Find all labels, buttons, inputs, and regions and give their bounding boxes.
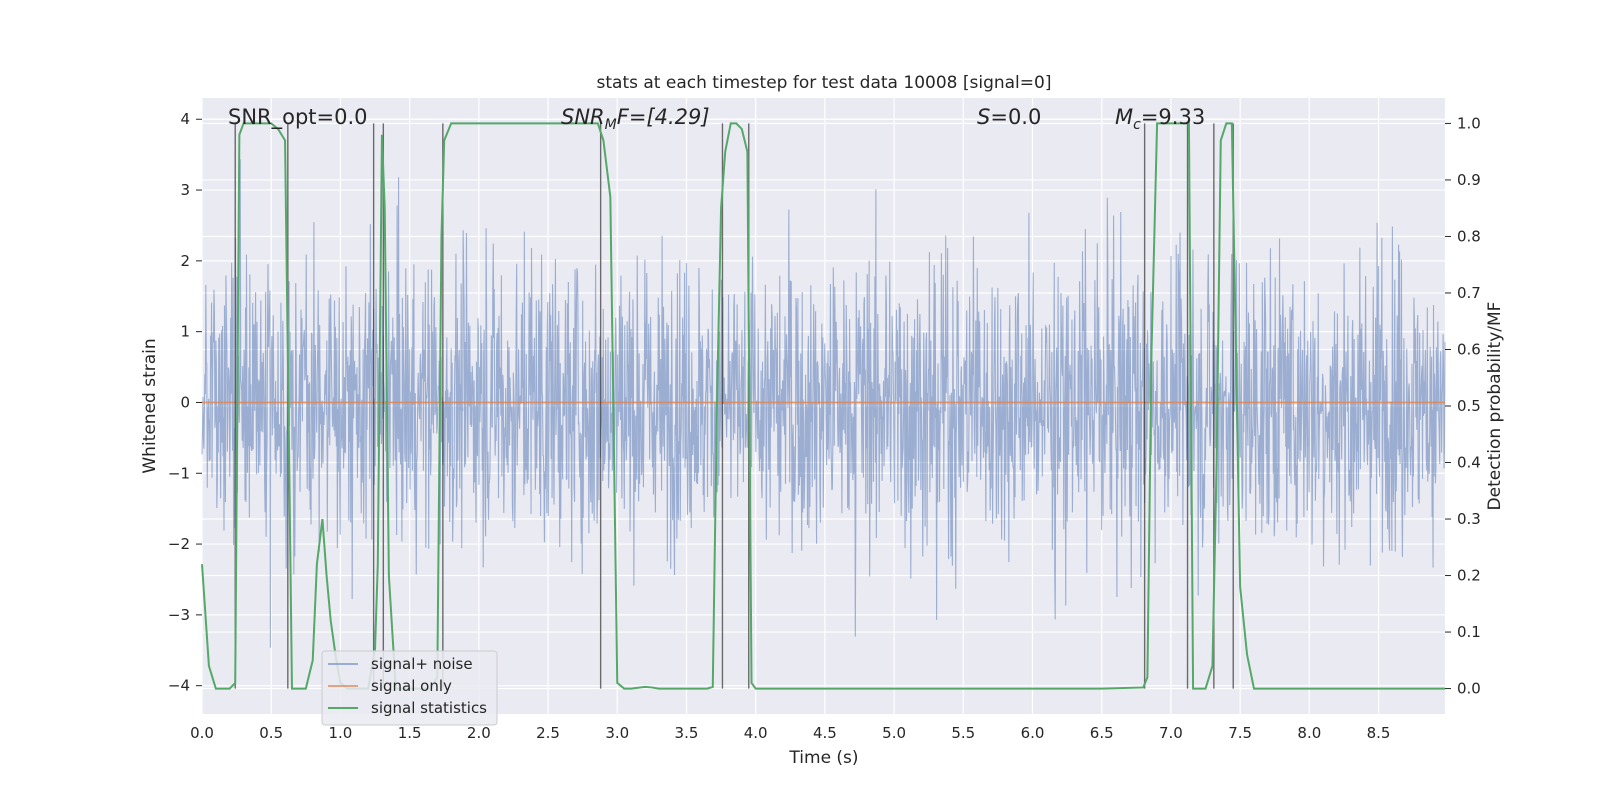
right-y-axis-label: Detection probability/MF: [1485, 302, 1505, 511]
legend-label-signal-only: signal only: [371, 677, 452, 695]
left-y-axis-ticks: −4 −3 −2 −1 0 1 2 3 4: [168, 110, 202, 695]
left-y-tick-label: 2: [180, 252, 190, 270]
legend: signal+ noise signal only signal statist…: [321, 650, 498, 726]
x-tick-label: 2.5: [536, 724, 560, 742]
annotation-s: S=0.0: [977, 105, 1041, 129]
annotation-mc-rest: =9.33: [1141, 105, 1205, 129]
x-tick-label: 0.5: [259, 724, 283, 742]
legend-label-signal-plus-noise: signal+ noise: [371, 655, 473, 673]
x-tick-label: 6.0: [1021, 724, 1045, 742]
legend-box: [321, 650, 498, 726]
annotation-snr-opt: SNR_opt=0.0: [228, 105, 368, 130]
annotation-mc: Mc=9.33: [1115, 105, 1205, 133]
left-y-tick-label: 3: [180, 181, 190, 199]
x-tick-label: 3.0: [605, 724, 629, 742]
right-y-tick-label: 0.7: [1457, 284, 1481, 302]
left-y-tick-label: −3: [168, 606, 190, 624]
x-tick-label: 7.5: [1228, 724, 1252, 742]
annotation-mc-base: M: [1115, 105, 1133, 129]
left-y-tick-label: 1: [180, 323, 190, 341]
right-y-tick-label: 0.0: [1457, 680, 1481, 698]
annotation-snr-mf-sub: M: [605, 117, 617, 133]
left-y-tick-label: 4: [180, 110, 190, 128]
x-tick-label: 6.5: [1090, 724, 1114, 742]
left-y-tick-label: 0: [180, 393, 190, 411]
right-y-axis-ticks: 0.0 0.1 0.2 0.3 0.4 0.5 0.6 0.7 0.8 0.9 1.0: [1445, 114, 1481, 698]
right-y-tick-label: 0.8: [1457, 227, 1481, 245]
annotation-snr-mf-base: SNR: [561, 105, 605, 129]
right-y-tick-label: 0.6: [1457, 340, 1481, 358]
x-tick-label: 5.5: [951, 724, 975, 742]
signal-statistics-line: [201, 122, 1445, 690]
annotation-s-rest: =0.0: [990, 105, 1041, 129]
legend-label-signal-statistics: signal statistics: [371, 699, 487, 717]
left-y-axis-label: Whitened strain: [140, 338, 160, 473]
x-axis-label: Time (s): [788, 748, 858, 768]
series-signal-statistics: [201, 122, 1445, 690]
x-tick-label: 4.5: [813, 724, 837, 742]
x-tick-label: 0.0: [190, 724, 214, 742]
left-y-tick-label: −1: [168, 464, 190, 482]
annotation-snr-mf: SNRMF=[4.29]: [561, 105, 710, 133]
x-tick-label: 3.5: [675, 724, 699, 742]
annotation-mc-sub: c: [1133, 117, 1141, 133]
x-tick-label: 4.0: [744, 724, 768, 742]
right-y-tick-label: 0.3: [1457, 510, 1481, 528]
x-tick-label: 5.0: [882, 724, 906, 742]
right-y-tick-label: 0.5: [1457, 397, 1481, 415]
left-y-tick-label: −4: [168, 677, 190, 695]
annotation-s-base: S: [977, 105, 990, 129]
right-y-tick-label: 0.9: [1457, 171, 1481, 189]
right-y-tick-label: 0.2: [1457, 567, 1481, 585]
x-tick-label: 8.0: [1297, 724, 1321, 742]
x-tick-label: 2.0: [467, 724, 491, 742]
left-y-tick-label: −2: [168, 535, 190, 553]
x-tick-label: 1.5: [398, 724, 422, 742]
x-tick-label: 1.0: [328, 724, 352, 742]
x-tick-label: 8.5: [1367, 724, 1391, 742]
right-y-tick-label: 0.4: [1457, 454, 1481, 472]
right-y-tick-label: 0.1: [1457, 623, 1481, 641]
x-axis-ticks: 0.0 0.5 1.0 1.5 2.0 2.5 3.0 3.5 4.0 4.5 5.0 5.5 6.0 6…: [190, 724, 1390, 742]
x-tick-label: 7.0: [1159, 724, 1183, 742]
right-y-tick-label: 1.0: [1457, 114, 1481, 132]
annotation-snr-mf-rest: F=[4.29]: [617, 105, 710, 129]
chart-title: stats at each timestep for test data 100…: [597, 73, 1052, 93]
